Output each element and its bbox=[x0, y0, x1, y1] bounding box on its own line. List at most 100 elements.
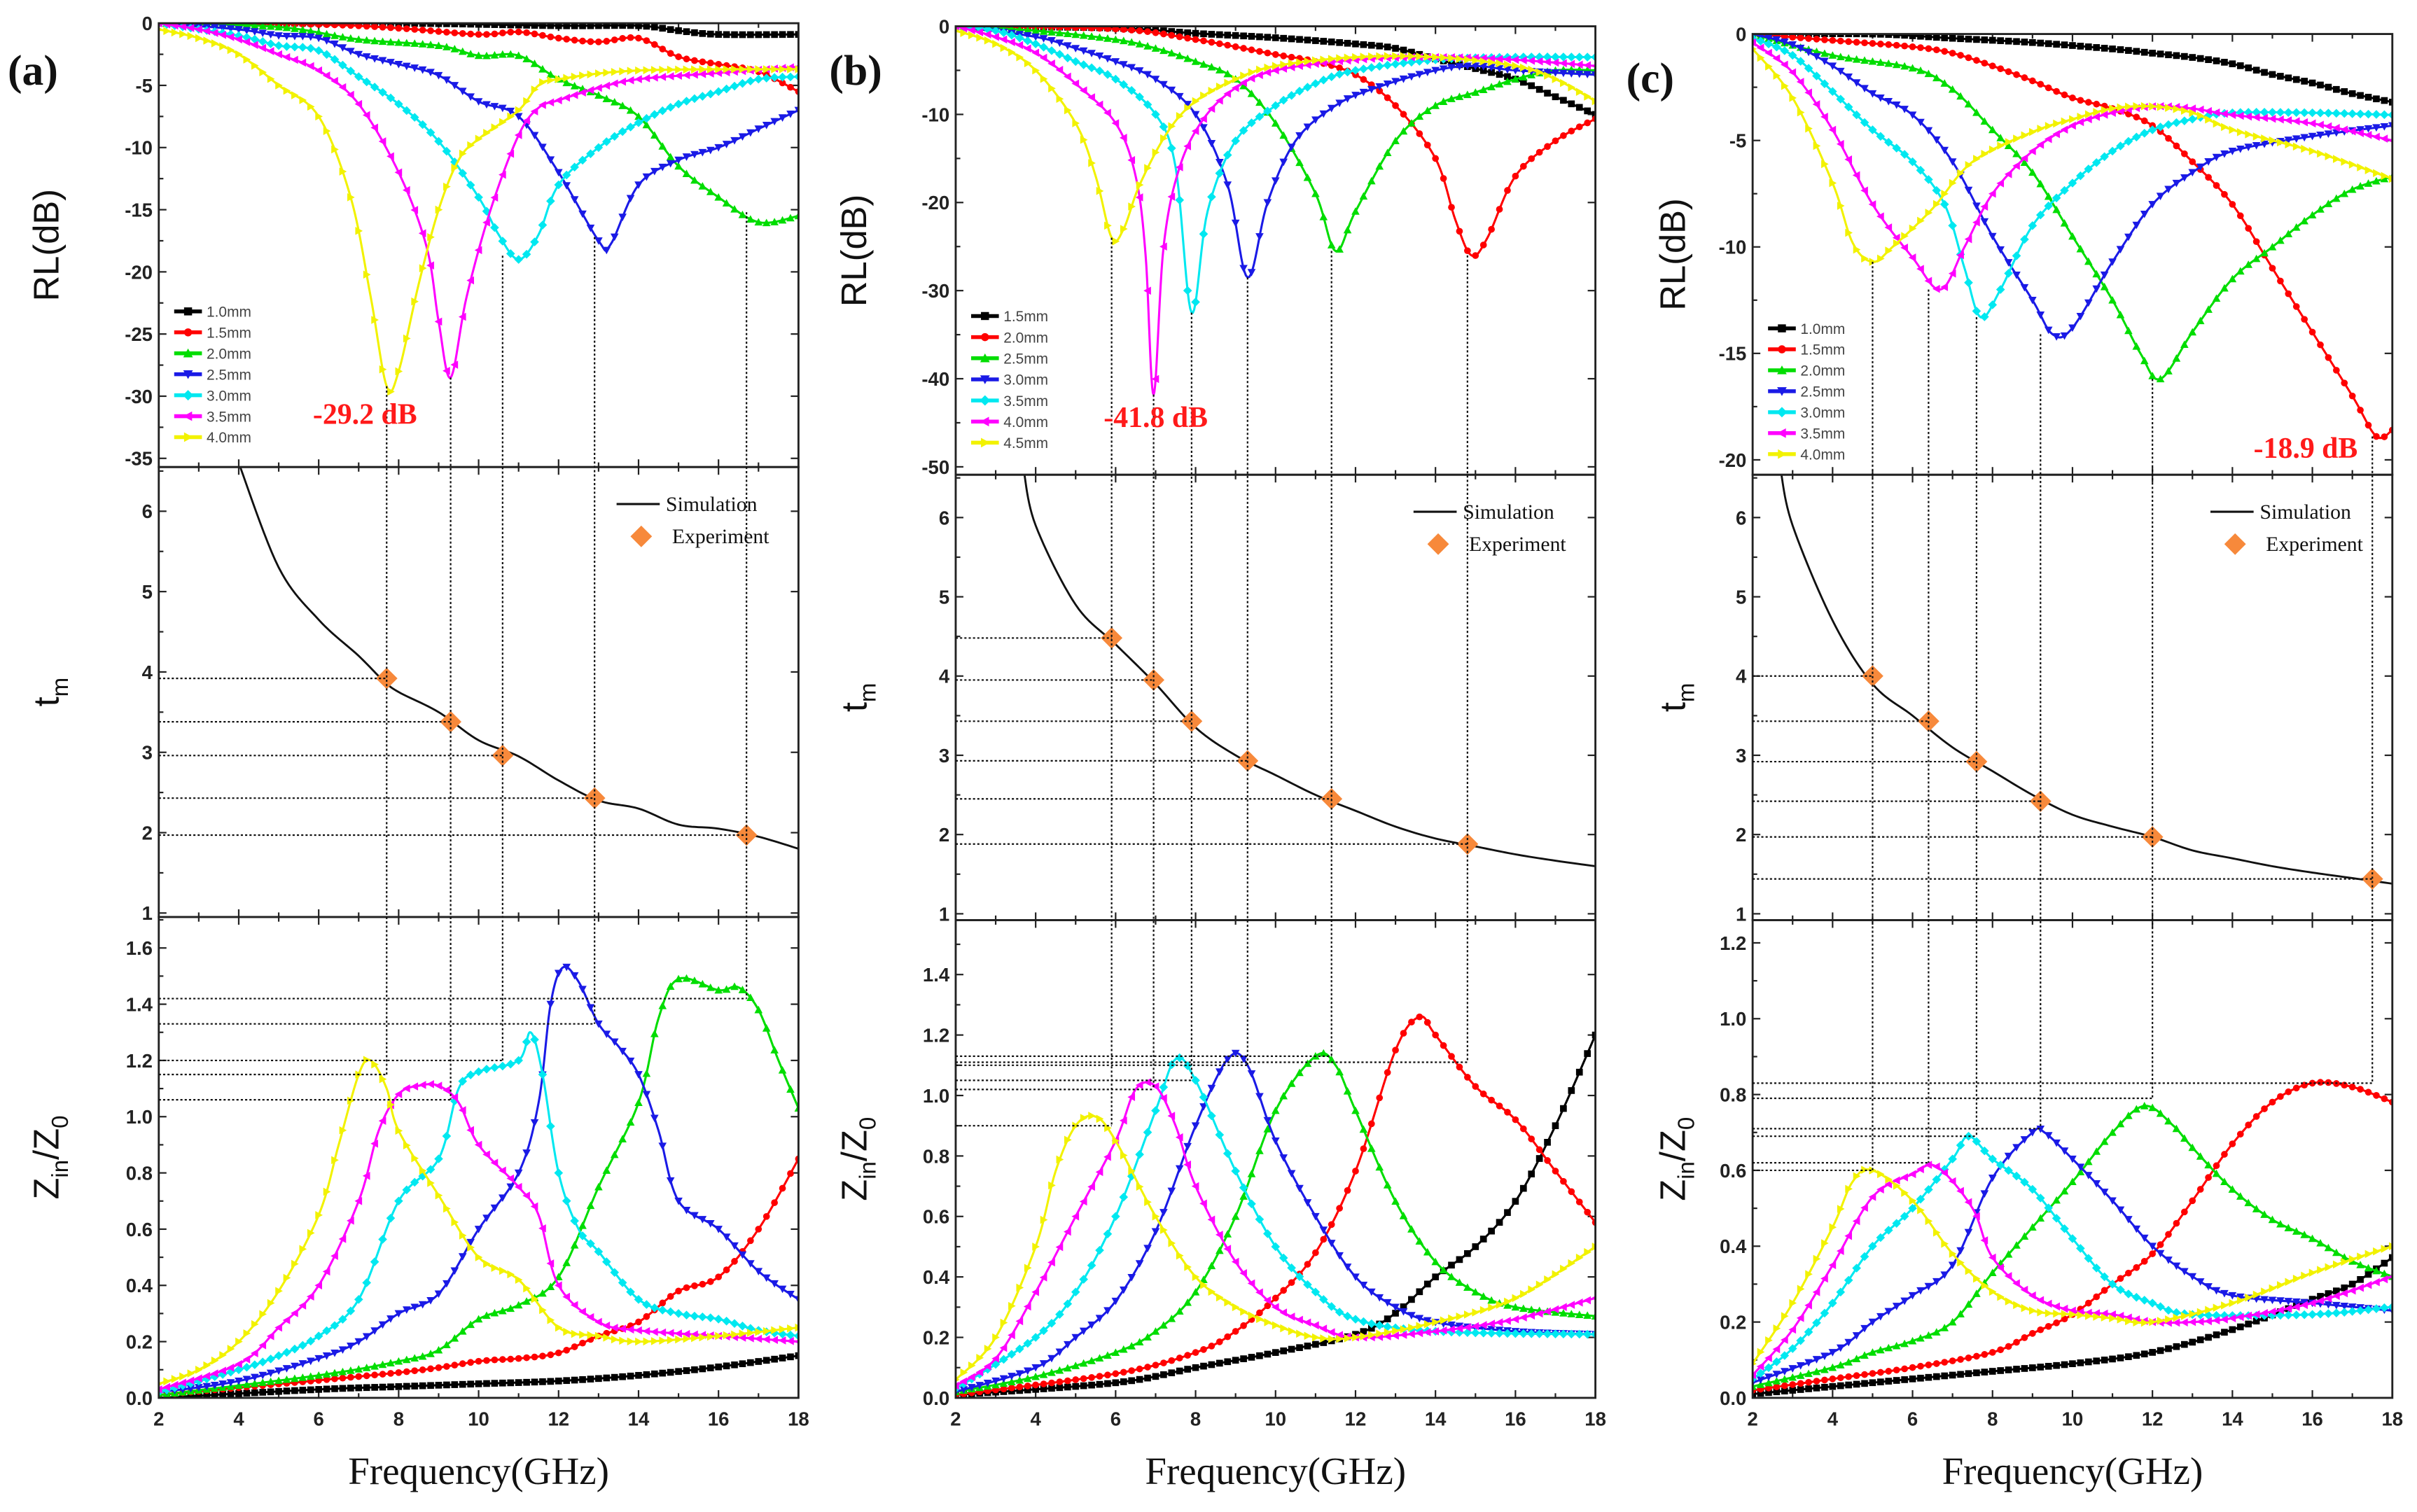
data-point-marker bbox=[2165, 104, 2173, 112]
data-point-marker bbox=[587, 70, 595, 79]
data-point-marker bbox=[1861, 1371, 1868, 1378]
data-point-marker bbox=[794, 1339, 799, 1344]
data-point-marker bbox=[1143, 42, 1152, 50]
data-point-marker bbox=[1908, 1336, 1917, 1345]
data-point-marker bbox=[2125, 1317, 2133, 1326]
data-point-marker bbox=[1223, 69, 1232, 78]
data-point-marker bbox=[1836, 52, 1845, 61]
data-point-marker bbox=[331, 23, 338, 29]
data-point-marker bbox=[650, 66, 659, 74]
data-point-marker bbox=[634, 75, 642, 83]
data-point-marker bbox=[1813, 1378, 1820, 1385]
data-point-marker bbox=[1120, 225, 1128, 233]
data-point-marker bbox=[1892, 233, 1900, 242]
data-point-marker bbox=[1575, 70, 1584, 78]
data-point-marker bbox=[1988, 1268, 1997, 1277]
data-point-marker bbox=[443, 1381, 450, 1389]
data-point-marker bbox=[283, 1387, 291, 1395]
data-point-marker bbox=[1287, 1170, 1296, 1178]
data-point-marker bbox=[1311, 116, 1320, 125]
data-point-marker bbox=[483, 129, 491, 137]
data-point-marker bbox=[515, 28, 522, 36]
data-point-marker bbox=[2228, 1314, 2236, 1323]
data-point-marker bbox=[682, 97, 691, 106]
data-point-marker bbox=[1852, 110, 1861, 120]
data-point-marker bbox=[690, 976, 699, 984]
data-point-marker bbox=[1400, 52, 1408, 60]
data-point-marker bbox=[2371, 110, 2381, 119]
data-point-marker bbox=[1519, 162, 1527, 170]
data-point-marker bbox=[1352, 1333, 1360, 1342]
data-point-marker bbox=[1247, 269, 1256, 276]
data-point-marker bbox=[1327, 1302, 1337, 1311]
data-point-marker bbox=[2388, 122, 2392, 130]
data-point-marker bbox=[2380, 174, 2389, 183]
data-point-marker bbox=[699, 1280, 706, 1288]
data-point-marker bbox=[538, 220, 548, 230]
legend-label: 4.0mm bbox=[1003, 414, 1048, 430]
data-point-marker bbox=[2116, 141, 2125, 150]
data-point-marker bbox=[2124, 136, 2133, 146]
data-point-marker bbox=[1948, 220, 1957, 230]
data-point-marker bbox=[1319, 1226, 1328, 1234]
data-point-marker bbox=[1256, 1352, 1263, 1359]
data-point-marker bbox=[2220, 1289, 2229, 1298]
data-point-marker bbox=[1151, 1327, 1160, 1335]
data-point-marker bbox=[1056, 26, 1064, 31]
data-point-marker bbox=[579, 23, 586, 29]
data-point-marker bbox=[586, 1201, 595, 1210]
data-point-marker bbox=[555, 34, 562, 42]
data-point-marker bbox=[1439, 1266, 1448, 1274]
data-point-marker bbox=[2252, 132, 2261, 141]
data-point-marker bbox=[347, 1385, 354, 1392]
data-point-marker bbox=[2316, 1296, 2324, 1306]
data-point-marker bbox=[410, 64, 419, 72]
data-point-marker bbox=[1860, 186, 1868, 195]
data-point-marker bbox=[571, 1343, 578, 1350]
data-point-marker bbox=[1455, 63, 1464, 71]
data-point-marker bbox=[1820, 79, 1830, 89]
data-point-marker bbox=[1949, 178, 1957, 188]
data-point-marker bbox=[2355, 1306, 2365, 1315]
data-point-marker bbox=[434, 41, 443, 49]
data-point-marker bbox=[2109, 1355, 2116, 1363]
data-point-marker bbox=[2364, 1280, 2372, 1289]
data-point-marker bbox=[1079, 47, 1088, 55]
data-point-marker bbox=[1877, 34, 1884, 38]
data-point-marker bbox=[2021, 1303, 2029, 1312]
data-point-marker bbox=[1885, 246, 1893, 255]
data-point-marker bbox=[2012, 1241, 2021, 1249]
data-point-marker bbox=[1279, 1091, 1288, 1100]
data-point-marker bbox=[466, 1070, 475, 1079]
y-tick-label: 2 bbox=[1736, 824, 1746, 846]
data-point-marker bbox=[1568, 127, 1575, 135]
data-point-marker bbox=[1279, 1308, 1288, 1317]
data-point-marker bbox=[1805, 124, 1813, 133]
data-point-marker bbox=[1400, 111, 1407, 118]
data-point-marker bbox=[514, 113, 523, 121]
data-point-marker bbox=[2213, 119, 2221, 128]
data-point-marker bbox=[2140, 1296, 2150, 1305]
data-point-marker bbox=[2284, 116, 2292, 125]
data-point-marker bbox=[723, 31, 730, 38]
data-point-marker bbox=[1584, 1247, 1591, 1256]
data-point-marker bbox=[602, 94, 611, 102]
data-point-marker bbox=[787, 65, 795, 74]
data-point-marker bbox=[266, 23, 275, 30]
data-point-marker bbox=[1932, 1175, 1942, 1184]
x-tick-label: 8 bbox=[1987, 1408, 1998, 1430]
data-point-marker bbox=[2052, 333, 2061, 341]
data-point-marker bbox=[1804, 1301, 1812, 1310]
data-point-marker bbox=[1829, 36, 1837, 44]
data-point-marker bbox=[2348, 1083, 2356, 1091]
data-point-marker bbox=[258, 29, 267, 38]
data-point-marker bbox=[1064, 26, 1071, 31]
data-point-marker bbox=[2244, 112, 2252, 121]
data-point-marker bbox=[1535, 1155, 1543, 1162]
data-point-marker bbox=[992, 39, 1000, 48]
data-point-marker bbox=[762, 1335, 770, 1344]
data-point-marker bbox=[1104, 221, 1112, 230]
data-point-marker bbox=[443, 1340, 451, 1349]
